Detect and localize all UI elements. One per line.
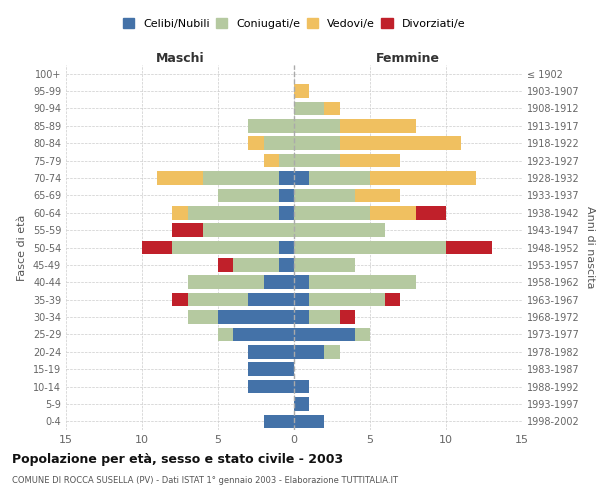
Bar	[248, 362, 294, 376]
Bar	[309, 171, 370, 185]
Bar	[294, 293, 309, 306]
Bar	[248, 119, 294, 132]
Bar	[263, 414, 294, 428]
Bar	[279, 258, 294, 272]
Bar	[279, 240, 294, 254]
Bar	[294, 119, 340, 132]
Bar	[294, 188, 355, 202]
Bar	[294, 397, 309, 410]
Bar	[203, 224, 294, 237]
Bar	[294, 102, 325, 115]
Y-axis label: Anni di nascita: Anni di nascita	[585, 206, 595, 289]
Bar	[294, 240, 446, 254]
Bar	[309, 310, 340, 324]
Bar	[248, 380, 294, 394]
Bar	[279, 206, 294, 220]
Bar	[248, 293, 294, 306]
Bar	[294, 84, 309, 98]
Bar	[370, 171, 476, 185]
Bar	[416, 206, 446, 220]
Bar	[218, 188, 279, 202]
Bar	[294, 328, 355, 341]
Bar	[294, 276, 309, 289]
Text: Popolazione per età, sesso e stato civile - 2003: Popolazione per età, sesso e stato civil…	[12, 452, 343, 466]
Bar	[142, 240, 172, 254]
Bar	[172, 206, 188, 220]
Bar	[340, 119, 416, 132]
Bar	[279, 188, 294, 202]
Bar	[294, 380, 309, 394]
Bar	[233, 328, 294, 341]
Bar	[263, 136, 294, 150]
Bar	[279, 154, 294, 168]
Bar	[446, 240, 491, 254]
Bar	[294, 414, 325, 428]
Bar	[370, 206, 416, 220]
Bar	[294, 310, 309, 324]
Bar	[294, 136, 340, 150]
Bar	[325, 345, 340, 358]
Bar	[340, 310, 355, 324]
Bar	[355, 328, 370, 341]
Bar	[188, 276, 263, 289]
Bar	[157, 171, 203, 185]
Bar	[294, 171, 309, 185]
Bar	[385, 293, 400, 306]
Bar	[188, 206, 279, 220]
Bar	[263, 154, 279, 168]
Bar	[294, 154, 340, 168]
Bar	[248, 345, 294, 358]
Bar	[172, 240, 279, 254]
Bar	[294, 345, 325, 358]
Bar	[263, 276, 294, 289]
Bar	[248, 136, 263, 150]
Bar	[294, 206, 370, 220]
Bar	[340, 154, 400, 168]
Legend: Celibi/Nubili, Coniugati/e, Vedovi/e, Divorziati/e: Celibi/Nubili, Coniugati/e, Vedovi/e, Di…	[118, 14, 470, 33]
Bar	[294, 258, 355, 272]
Text: Maschi: Maschi	[155, 52, 205, 65]
Bar	[294, 224, 385, 237]
Bar	[309, 293, 385, 306]
Bar	[172, 293, 188, 306]
Bar	[203, 171, 279, 185]
Bar	[218, 328, 233, 341]
Bar	[355, 188, 400, 202]
Bar	[309, 276, 416, 289]
Bar	[340, 136, 461, 150]
Bar	[218, 258, 233, 272]
Text: COMUNE DI ROCCA SUSELLA (PV) - Dati ISTAT 1° gennaio 2003 - Elaborazione TUTTITA: COMUNE DI ROCCA SUSELLA (PV) - Dati ISTA…	[12, 476, 398, 485]
Bar	[188, 310, 218, 324]
Bar	[325, 102, 340, 115]
Bar	[233, 258, 279, 272]
Text: Femmine: Femmine	[376, 52, 440, 65]
Bar	[188, 293, 248, 306]
Y-axis label: Fasce di età: Fasce di età	[17, 214, 27, 280]
Bar	[218, 310, 294, 324]
Bar	[279, 171, 294, 185]
Bar	[172, 224, 203, 237]
